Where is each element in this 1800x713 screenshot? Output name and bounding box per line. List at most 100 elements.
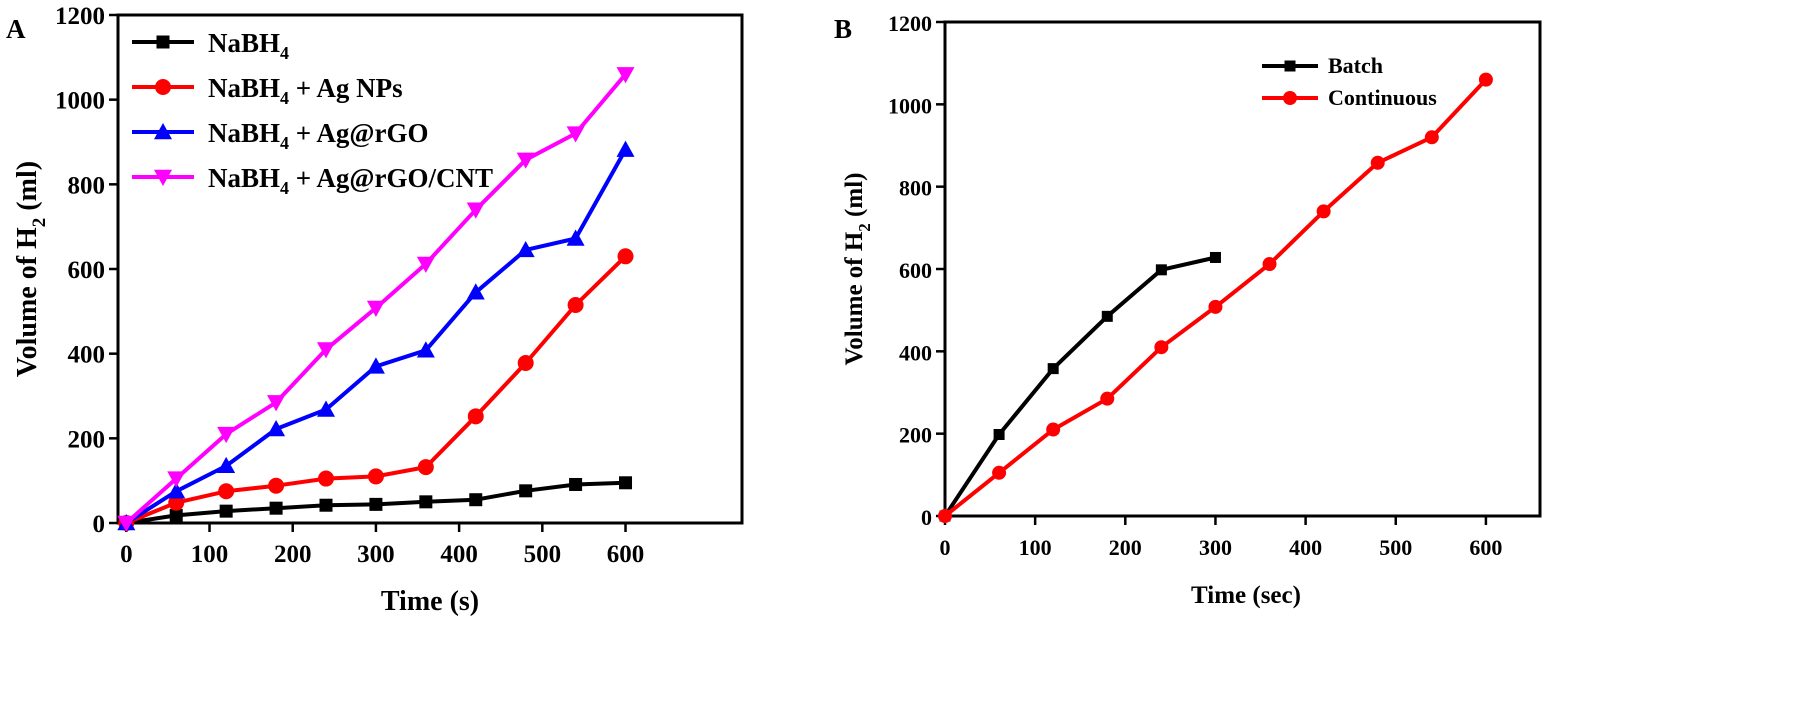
pa-series-2-point-1 <box>167 482 186 499</box>
panel-a-series <box>117 67 635 532</box>
pa-series-1-point-10 <box>617 248 634 265</box>
pb-series-0-point-4 <box>1155 264 1167 276</box>
panel-a-y-ticks: 0 200 400 600 800 1000 1200 <box>55 3 118 538</box>
pa-y-tick-label-1200: 1200 <box>55 3 105 30</box>
pb-series-1-point-5 <box>1208 299 1223 314</box>
panel-b-y-ticks: 0 200 400 600 800 1000 1200 <box>888 11 945 530</box>
pa-y-tick-label-600: 600 <box>68 257 106 284</box>
panel-b-x-axis-title: Time (sec) <box>1191 582 1301 609</box>
pa-y-tick-label-400: 400 <box>68 342 106 369</box>
pa-series-0-point-4 <box>319 498 333 512</box>
pb-y-tick-label-200: 200 <box>899 423 932 448</box>
pa-series-1-point-8 <box>517 354 534 371</box>
pb-series-1-point-3 <box>1100 391 1115 406</box>
panel-a-legend: NaBH4 NaBH4 + Ag NPs NaBH4 + Ag@rGO NaBH… <box>132 28 493 198</box>
pa-series-3-point-4 <box>317 342 335 359</box>
pa-series-2-point-4 <box>317 400 335 417</box>
legend-a-entry-ag-rgo-cnt: NaBH4 + Ag@rGO/CNT <box>132 163 493 198</box>
pb-legend-marker-0 <box>1284 60 1296 72</box>
pa-series-2-point-3 <box>267 420 286 437</box>
pb-y-tick-label-0: 0 <box>921 505 932 530</box>
pa-series-0-point-6 <box>419 495 433 509</box>
pa-legend-marker-0 <box>156 35 170 49</box>
pb-x-tick-label-0: 0 <box>940 535 951 560</box>
legend-b-label-batch: Batch <box>1328 53 1383 78</box>
pb-series-1-point-9 <box>1424 130 1439 145</box>
pa-series-2-point-2 <box>217 456 236 474</box>
legend-a-label-ag-rgo: NaBH4 + Ag@rGO <box>208 118 429 153</box>
panel-b-x-ticks: 0 100 200 300 400 500 600 <box>940 516 1502 560</box>
pa-series-1-point-2 <box>218 483 235 500</box>
pa-legend-marker-1 <box>155 79 171 95</box>
panel-b: B 0 200 400 600 800 1000 1200 0 100 200 300 400 500… <box>834 11 1542 609</box>
panel-b-y-title-main: Volume of H <box>841 231 868 365</box>
pb-y-tick-label-400: 400 <box>899 340 932 365</box>
legend-b-label-continuous: Continuous <box>1328 85 1437 110</box>
panel-a-y-title-main: Volume of H <box>12 227 43 377</box>
pa-series-1-point-7 <box>467 408 484 425</box>
pa-series-0-point-9 <box>569 477 583 491</box>
panel-b-legend: Batch Continuous <box>1262 53 1437 110</box>
legend-a-label-nabh4: NaBH4 <box>208 28 289 63</box>
pa-series-3-point-7 <box>466 202 485 219</box>
pb-y-tick-label-600: 600 <box>899 258 932 283</box>
pb-x-tick-label-500: 500 <box>1379 535 1412 560</box>
pa-series-3-point-0 <box>117 515 136 532</box>
pa-x-tick-label-600: 600 <box>607 541 645 568</box>
pa-series-3-point-3 <box>267 395 286 412</box>
pb-y-tick-label-1000: 1000 <box>888 93 932 118</box>
pb-x-tick-label-400: 400 <box>1289 535 1322 560</box>
pb-series-1-line <box>943 78 1488 518</box>
pb-y-tick-label-800: 800 <box>899 176 932 201</box>
pa-series-2-point-7 <box>466 283 485 300</box>
pa-x-tick-label-400: 400 <box>440 541 478 568</box>
pa-series-0-point-10 <box>619 476 633 490</box>
pb-series-1-point-10 <box>1478 72 1493 87</box>
panel-a-y-axis-title: Volume of H2 (ml) <box>12 161 50 377</box>
pa-series-3-point-9 <box>566 126 585 143</box>
panel-a-y-title-sub: 2 <box>29 218 50 228</box>
panel-a-x-axis-title: Time (s) <box>381 586 479 617</box>
panel-b-y-axis-title: Volume of H2 (ml) <box>841 173 874 366</box>
pb-series-1-point-7 <box>1316 204 1331 219</box>
pa-series-1 <box>118 248 634 531</box>
pa-series-2-point-10 <box>616 140 635 157</box>
pa-series-1-point-1 <box>168 494 185 511</box>
pa-legend-marker-3 <box>154 169 172 186</box>
pa-y-tick-label-0: 0 <box>93 511 106 538</box>
pb-x-tick-label-100: 100 <box>1019 535 1052 560</box>
pa-y-tick-label-800: 800 <box>68 172 106 199</box>
legend-a-label-ag-nps: NaBH4 + Ag NPs <box>208 73 403 108</box>
pa-series-0-point-3 <box>269 501 283 515</box>
pb-series-0 <box>939 251 1221 522</box>
pb-series-1-point-8 <box>1370 155 1385 170</box>
pb-series-0-line <box>943 255 1216 518</box>
pa-series-3-point-6 <box>416 256 435 273</box>
pa-legend-marker-2 <box>154 123 172 140</box>
pa-series-2-point-5 <box>366 357 385 374</box>
pb-y-tick-label-1200: 1200 <box>888 11 932 36</box>
legend-a-entry-ag-rgo: NaBH4 + Ag@rGO <box>132 118 429 153</box>
pb-x-tick-label-200: 200 <box>1109 535 1142 560</box>
pb-series-1-point-1 <box>992 465 1007 480</box>
panel-a-y-title-tail: (ml) <box>12 161 43 218</box>
pa-x-tick-label-200: 200 <box>274 541 312 568</box>
panel-a-label: A <box>6 14 26 44</box>
legend-a-entry-ag-nps: NaBH4 + Ag NPs <box>132 73 403 108</box>
pa-series-2-point-6 <box>416 341 435 358</box>
pa-series-2-point-8 <box>516 240 535 258</box>
pa-series-1-point-9 <box>567 296 584 313</box>
pa-series-1-point-4 <box>318 470 334 487</box>
legend-a-label-ag-rgo-cnt: NaBH4 + Ag@rGO/CNT <box>208 163 493 198</box>
pa-series-0-point-2 <box>219 504 233 518</box>
legend-b-entry-batch: Batch <box>1262 53 1383 78</box>
pa-series-1-point-5 <box>367 468 384 485</box>
panel-a-x-ticks: 0 100 200 300 400 500 600 <box>120 523 644 568</box>
legend-b-entry-continuous: Continuous <box>1262 85 1437 110</box>
pb-series-1 <box>938 72 1493 523</box>
pa-x-tick-label-500: 500 <box>524 541 562 568</box>
pb-x-tick-label-600: 600 <box>1469 535 1502 560</box>
panel-a: A 0 200 400 600 800 1000 1200 0 100 200 300 400 500… <box>6 3 744 617</box>
pb-series-1-point-2 <box>1046 422 1061 437</box>
pb-series-0-point-3 <box>1101 310 1113 322</box>
